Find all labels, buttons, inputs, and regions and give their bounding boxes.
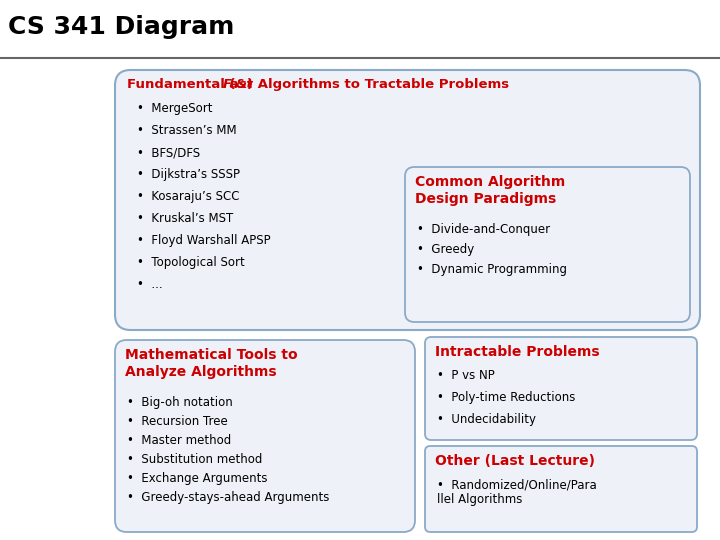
Text: •  Topological Sort: • Topological Sort	[137, 256, 245, 269]
FancyBboxPatch shape	[405, 167, 690, 322]
Text: •  P vs NP: • P vs NP	[437, 369, 495, 382]
Text: Intractable Problems: Intractable Problems	[435, 345, 600, 359]
Text: •  BFS/DFS: • BFS/DFS	[137, 146, 200, 159]
Text: Common Algorithm
Design Paradigms: Common Algorithm Design Paradigms	[415, 175, 565, 206]
FancyBboxPatch shape	[425, 337, 697, 440]
Text: Fast: Fast	[223, 78, 253, 91]
Text: Mathematical Tools to
Analyze Algorithms: Mathematical Tools to Analyze Algorithms	[125, 348, 297, 379]
Text: •  Divide-and-Conquer: • Divide-and-Conquer	[417, 223, 550, 236]
Text: CS 341 Diagram: CS 341 Diagram	[8, 15, 235, 39]
Text: ) Algorithms to Tractable Problems: ) Algorithms to Tractable Problems	[247, 78, 509, 91]
Text: •  Dynamic Programming: • Dynamic Programming	[417, 263, 567, 276]
Text: Fundamental (&: Fundamental (&	[127, 78, 252, 91]
Text: •  Exchange Arguments: • Exchange Arguments	[127, 472, 268, 485]
Text: •  Recursion Tree: • Recursion Tree	[127, 415, 228, 428]
FancyBboxPatch shape	[115, 70, 700, 330]
Text: •  Big-oh notation: • Big-oh notation	[127, 396, 233, 409]
Text: •  Greedy-stays-ahead Arguments: • Greedy-stays-ahead Arguments	[127, 491, 329, 504]
Text: •  ...: • ...	[137, 278, 163, 291]
Text: •  Greedy: • Greedy	[417, 243, 474, 256]
Text: •  Substitution method: • Substitution method	[127, 453, 262, 466]
Text: Other (Last Lecture): Other (Last Lecture)	[435, 454, 595, 468]
FancyBboxPatch shape	[115, 340, 415, 532]
Text: •  Kruskal’s MST: • Kruskal’s MST	[137, 212, 233, 225]
FancyBboxPatch shape	[425, 446, 697, 532]
Text: •  Poly-time Reductions: • Poly-time Reductions	[437, 391, 575, 404]
Text: •  Strassen’s MM: • Strassen’s MM	[137, 124, 237, 137]
Text: •  Dijkstra’s SSSP: • Dijkstra’s SSSP	[137, 168, 240, 181]
Text: •  Randomized/Online/Para
llel Algorithms: • Randomized/Online/Para llel Algorithms	[437, 478, 597, 506]
Text: •  Undecidability: • Undecidability	[437, 413, 536, 426]
Text: •  Master method: • Master method	[127, 434, 231, 447]
Text: •  Floyd Warshall APSP: • Floyd Warshall APSP	[137, 234, 271, 247]
Text: •  Kosaraju’s SCC: • Kosaraju’s SCC	[137, 190, 240, 203]
Text: •  MergeSort: • MergeSort	[137, 102, 212, 115]
